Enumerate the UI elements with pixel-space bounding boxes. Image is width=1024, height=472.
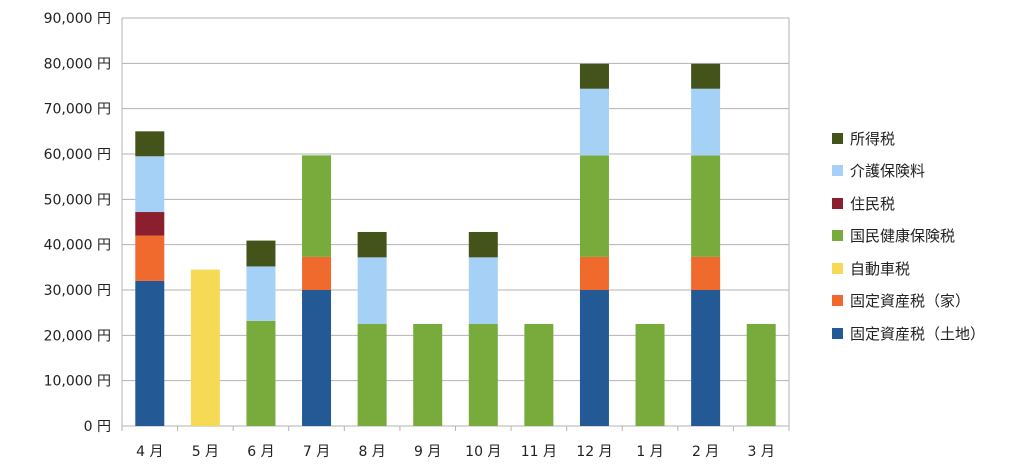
bar-segment <box>691 155 721 257</box>
x-tick-label: 8 月 <box>358 444 385 460</box>
bar-segment <box>468 324 498 426</box>
legend-swatch <box>832 327 843 339</box>
x-axis-tick-labels: 4 月 5 月 6 月 7 月 8 月 9 月 10 月 11 月 12 月 1 月 2 月 3 月 <box>136 444 775 460</box>
legend-swatch <box>832 262 843 274</box>
legend-item: 国民健康保険税 <box>832 220 985 253</box>
legend-swatch <box>832 197 843 209</box>
bar-segment <box>357 324 387 426</box>
bar-segment <box>246 320 276 426</box>
legend-swatch <box>832 165 843 177</box>
x-tick-label: 3 月 <box>748 444 775 460</box>
legend-label: 住民税 <box>850 194 896 213</box>
x-tick-label: 12 月 <box>576 444 612 460</box>
legend-label: 自動車税 <box>850 259 911 278</box>
legend-label: 固定資産税（土地） <box>850 324 986 343</box>
bar-segment <box>246 266 276 321</box>
y-tick-label: 30,000 円 <box>44 283 111 299</box>
legend-item: 固定資産税（家） <box>832 285 985 318</box>
bar-segment <box>635 324 665 426</box>
y-tick-label: 10,000 円 <box>44 374 111 390</box>
bar-segment <box>135 280 165 426</box>
y-tick-label: 20,000 円 <box>44 328 111 344</box>
bar-segment <box>579 290 609 426</box>
bar-segment <box>468 257 498 324</box>
bar-segment <box>135 235 165 281</box>
legend-item: 固定資産税（土地） <box>832 317 985 350</box>
bar-segment <box>246 240 276 267</box>
y-tick-label: 70,000 円 <box>44 102 111 118</box>
bars <box>135 63 776 426</box>
x-tick-label: 11 月 <box>521 444 557 460</box>
bar-segment <box>524 324 554 426</box>
bar-segment <box>579 63 609 89</box>
gridlines <box>121 17 790 431</box>
legend-label: 所得税 <box>850 129 896 148</box>
legend-swatch <box>832 132 843 144</box>
legend-swatch <box>832 295 843 307</box>
bar-segment <box>579 88 609 156</box>
x-tick-label: 10 月 <box>465 444 501 460</box>
x-tick-label: 5 月 <box>192 444 219 460</box>
bar-segment <box>357 231 387 258</box>
legend-item: 介護保険料 <box>832 155 985 188</box>
x-tick-label: 1 月 <box>636 444 663 460</box>
legend-item: 自動車税 <box>832 252 985 285</box>
y-tick-label: 50,000 円 <box>44 192 111 208</box>
x-tick-label: 6 月 <box>247 444 274 460</box>
y-tick-label: 0 円 <box>84 419 111 435</box>
bar-segment <box>746 324 776 426</box>
legend: 所得税介護保険料住民税国民健康保険税 自動車税固定資産税（家） 固定資産税（土地） <box>832 122 985 350</box>
legend-label: 固定資産税（家） <box>850 292 971 311</box>
legend-item: 住民税 <box>832 187 985 220</box>
y-tick-label: 90,000 円 <box>44 11 111 27</box>
y-tick-label: 60,000 円 <box>44 147 111 163</box>
bar-segment <box>135 212 165 236</box>
x-tick-label: 7 月 <box>303 444 330 460</box>
bar-segment <box>357 257 387 324</box>
x-tick-label: 2 月 <box>692 444 719 460</box>
legend-swatch <box>832 230 843 242</box>
bar-segment <box>579 155 609 257</box>
bar-segment <box>302 155 332 257</box>
legend-label: 国民健康保険税 <box>850 227 956 246</box>
x-tick-label: 4 月 <box>136 444 163 460</box>
bar-segment <box>691 256 721 290</box>
bar-segment <box>691 63 721 89</box>
bar-segment <box>579 256 609 290</box>
legend-item: 所得税 <box>832 122 985 155</box>
y-tick-label: 40,000 円 <box>44 238 111 254</box>
bar-segment <box>135 131 165 157</box>
bar-segment <box>135 156 165 213</box>
bar-segment <box>691 88 721 156</box>
bar-segment <box>302 290 332 426</box>
y-axis-tick-labels: 0 円 10,000 円 20,000 円 30,000 円 40,000 円 50,00… <box>44 11 111 435</box>
bar-segment <box>691 290 721 426</box>
bar-segment <box>468 231 498 258</box>
legend-label: 介護保険料 <box>850 162 926 181</box>
x-tick-label: 9 月 <box>414 444 441 460</box>
bar-segment <box>413 324 443 426</box>
bar-segment <box>302 256 332 290</box>
y-tick-label: 80,000 円 <box>44 56 111 72</box>
bar-segment <box>190 269 220 426</box>
